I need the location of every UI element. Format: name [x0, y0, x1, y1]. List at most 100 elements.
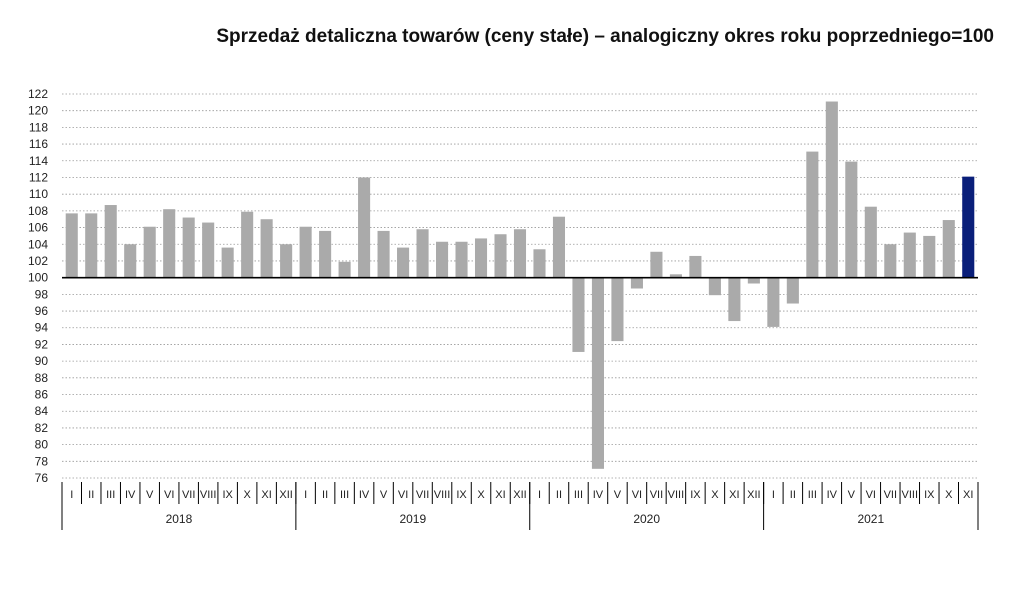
- y-tick-label: 76: [35, 471, 49, 485]
- x-tick-label: IX: [690, 489, 701, 501]
- bar: [221, 247, 234, 278]
- x-tick-label: V: [848, 489, 856, 501]
- bar: [552, 216, 566, 278]
- bar: [241, 211, 254, 278]
- bar: [572, 277, 585, 352]
- bar: [358, 177, 371, 278]
- bar: [864, 206, 877, 278]
- bar: [416, 229, 429, 278]
- bar: [319, 230, 332, 278]
- x-tick-label: XII: [279, 489, 292, 501]
- bar: [708, 277, 721, 296]
- year-label: 2020: [633, 512, 660, 526]
- bar: [143, 226, 156, 278]
- x-tick-label: XII: [513, 489, 526, 501]
- y-tick-label: 112: [29, 170, 48, 184]
- y-tick-label: 108: [28, 204, 48, 218]
- x-tick-label: III: [574, 489, 583, 501]
- y-tick-label: 82: [35, 421, 49, 435]
- bar: [611, 277, 624, 342]
- y-tick-label: 106: [28, 221, 48, 235]
- y-tick-label: 90: [35, 354, 49, 368]
- x-tick-label: III: [340, 489, 349, 501]
- x-tick-label: VIII: [200, 489, 217, 501]
- x-tick-label: VII: [884, 489, 897, 501]
- bar: [474, 238, 488, 278]
- x-tick-label: IX: [456, 489, 467, 501]
- bar: [436, 241, 449, 278]
- y-tick-label: 120: [28, 104, 48, 118]
- x-tick-label: X: [711, 489, 719, 501]
- x-tick-label: III: [106, 489, 115, 501]
- bar: [65, 213, 78, 278]
- x-tick-label: V: [614, 489, 622, 501]
- y-tick-label: 104: [28, 237, 48, 251]
- bar: [299, 226, 312, 278]
- x-tick-label: VII: [650, 489, 663, 501]
- bar: [767, 277, 780, 327]
- bar: [104, 205, 117, 278]
- y-tick-label: 88: [35, 371, 49, 385]
- bar: [280, 244, 293, 278]
- year-label: 2021: [857, 512, 884, 526]
- y-tick-label: 78: [35, 454, 49, 468]
- y-tick-label: 118: [29, 120, 48, 134]
- x-tick-label: I: [304, 489, 307, 501]
- y-tick-label: 80: [35, 438, 49, 452]
- y-tick-label: 92: [35, 337, 49, 351]
- x-tick-label: IV: [827, 489, 838, 501]
- bar: [377, 230, 390, 278]
- x-tick-label: VIII: [902, 489, 919, 501]
- year-label: 2018: [166, 512, 193, 526]
- bar: [533, 249, 546, 278]
- x-tick-label: X: [243, 489, 251, 501]
- bar: [923, 235, 936, 278]
- bar: [903, 232, 916, 278]
- x-tick-label: XI: [729, 489, 739, 501]
- x-tick-label: VI: [398, 489, 408, 501]
- y-tick-label: 84: [35, 404, 49, 418]
- bar: [260, 219, 273, 278]
- x-tick-label: II: [322, 489, 328, 501]
- x-tick-label: VIII: [668, 489, 685, 501]
- bar: [163, 209, 176, 278]
- x-tick-label: VII: [182, 489, 195, 501]
- y-tick-label: 110: [29, 187, 48, 201]
- bar: [494, 234, 507, 278]
- x-tick-label: V: [146, 489, 154, 501]
- x-tick-label: VIII: [434, 489, 451, 501]
- y-tick-label: 116: [29, 137, 48, 151]
- x-tick-label: II: [556, 489, 562, 501]
- chart-title: Sprzedaż detaliczna towarów (ceny stałe)…: [216, 26, 994, 47]
- x-tick-label: VII: [416, 489, 429, 501]
- bar: [942, 220, 955, 278]
- bar: [591, 277, 604, 469]
- bar: [689, 255, 702, 278]
- bar: [884, 244, 897, 278]
- bar: [124, 244, 137, 278]
- bar: [513, 229, 527, 278]
- bar: [85, 213, 98, 278]
- x-tick-label: IV: [593, 489, 604, 501]
- x-tick-label: XII: [747, 489, 760, 501]
- x-tick-label: XI: [261, 489, 271, 501]
- y-tick-label: 94: [35, 321, 49, 335]
- bar: [338, 261, 351, 278]
- bar: [806, 151, 819, 278]
- y-tick-label: 86: [35, 388, 49, 402]
- x-tick-label: IX: [924, 489, 935, 501]
- x-tick-label: II: [88, 489, 94, 501]
- x-tick-label: I: [538, 489, 541, 501]
- bar: [650, 251, 663, 278]
- x-tick-label: II: [790, 489, 796, 501]
- bar: [728, 277, 741, 322]
- bar: [962, 176, 975, 278]
- x-tick-label: IX: [222, 489, 233, 501]
- bar: [786, 277, 799, 304]
- x-tick-label: VI: [632, 489, 642, 501]
- bar: [397, 247, 410, 278]
- x-tick-label: III: [808, 489, 817, 501]
- bar: [455, 241, 468, 278]
- x-tick-label: XI: [963, 489, 973, 501]
